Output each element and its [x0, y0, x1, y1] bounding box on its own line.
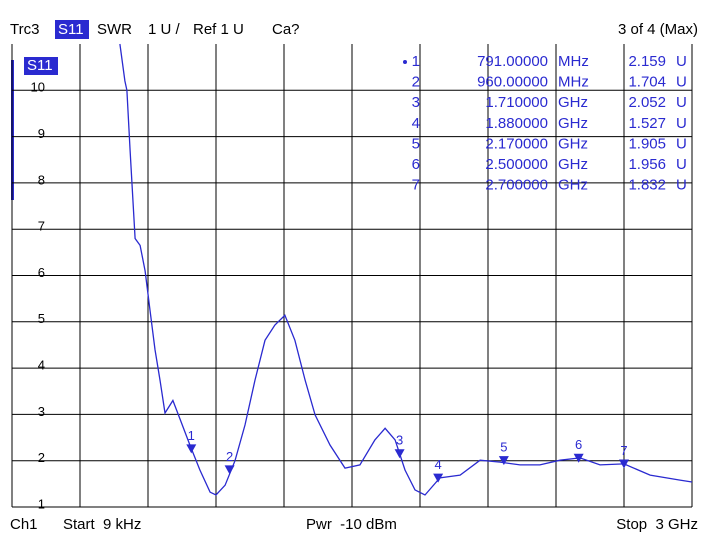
y-tick-label: 3 — [38, 404, 45, 419]
marker-row-value: 2.052 — [628, 94, 666, 111]
y-tick-label: 8 — [38, 172, 45, 187]
marker-row-x-unit: GHz — [558, 177, 588, 194]
marker-row-name: 1 — [412, 53, 420, 70]
marker-triangle — [618, 459, 629, 469]
power: Pwr -10 dBm — [306, 516, 397, 533]
marker-row-name: 4 — [412, 115, 420, 132]
marker-row-x-unit: GHz — [558, 115, 588, 132]
marker-triangle — [433, 473, 444, 483]
active-bullet — [403, 60, 407, 64]
y-tick-label: 7 — [38, 219, 45, 234]
marker-triangle — [573, 453, 584, 463]
format: SWR — [97, 21, 132, 38]
marker-row-value-unit: U — [676, 94, 687, 111]
trace-label: S11 — [27, 57, 53, 74]
scale: 1 U / — [148, 21, 181, 38]
cal: Ca? — [272, 21, 300, 38]
marker-row-x: 2.170000 — [485, 135, 548, 152]
marker-row-value-unit: U — [676, 115, 687, 132]
trace-label-box — [24, 57, 58, 75]
marker-row-x: 960.00000 — [477, 74, 548, 91]
marker-row-x-unit: MHz — [558, 53, 589, 70]
marker-row-x: 1.880000 — [485, 115, 548, 132]
marker-row-x-unit: MHz — [558, 74, 589, 91]
marker-row-name: 6 — [412, 156, 420, 173]
marker-row-name: 3 — [412, 94, 420, 111]
marker-row-x-unit: GHz — [558, 94, 588, 111]
marker-triangle — [394, 449, 405, 459]
status: 3 of 4 (Max) — [618, 21, 698, 38]
y-tick-label: 2 — [38, 450, 45, 465]
marker-triangle — [186, 444, 197, 454]
marker-label: 3 — [396, 433, 403, 448]
marker-label: 7 — [620, 443, 627, 458]
marker-row-x-unit: GHz — [558, 135, 588, 152]
y-tick-label: 1 — [38, 496, 45, 511]
marker-row-x: 791.00000 — [477, 53, 548, 70]
param: S11 — [58, 21, 84, 38]
marker-label: 6 — [575, 437, 582, 452]
y-tick-label: 4 — [38, 358, 45, 373]
marker-row-name: 2 — [412, 74, 420, 91]
trace — [119, 43, 693, 496]
y-tick-label: 9 — [38, 126, 45, 141]
marker-label: 1 — [188, 428, 195, 443]
marker-row-name: 5 — [412, 135, 420, 152]
marker-row-value-unit: U — [676, 74, 687, 91]
start: Start 9 kHz — [63, 516, 141, 533]
ref: Ref 1 U — [193, 21, 244, 38]
marker-row-value-unit: U — [676, 177, 687, 194]
stop: Stop 3 GHz — [616, 516, 698, 533]
channel: Ch1 — [10, 516, 38, 533]
marker-row-value: 1.704 — [628, 74, 666, 91]
marker-row-value-unit: U — [676, 156, 687, 173]
marker-triangle — [498, 456, 509, 466]
y-tick-label: 10 — [31, 80, 45, 95]
marker-row-x: 2.700000 — [485, 177, 548, 194]
trace-name: Trc3 — [10, 21, 39, 38]
marker-row-value: 1.905 — [628, 135, 666, 152]
y-tick-label: 6 — [38, 265, 45, 280]
marker-row-x-unit: GHz — [558, 156, 588, 173]
y-tick-label: 5 — [38, 311, 45, 326]
marker-row-value: 1.527 — [628, 115, 666, 132]
marker-row-value: 1.956 — [628, 156, 666, 173]
marker-row-value: 1.832 — [628, 177, 666, 194]
marker-row-x: 1.710000 — [485, 94, 548, 111]
marker-label: 4 — [435, 457, 442, 472]
param-highlight — [55, 20, 89, 39]
marker-row-value: 2.159 — [628, 53, 666, 70]
marker-row-value-unit: U — [676, 53, 687, 70]
marker-row-name: 7 — [412, 177, 420, 194]
marker-triangle — [224, 465, 235, 475]
marker-row-value-unit: U — [676, 135, 687, 152]
marker-label: 2 — [226, 449, 233, 464]
marker-label: 5 — [500, 440, 507, 455]
marker-row-x: 2.500000 — [485, 156, 548, 173]
